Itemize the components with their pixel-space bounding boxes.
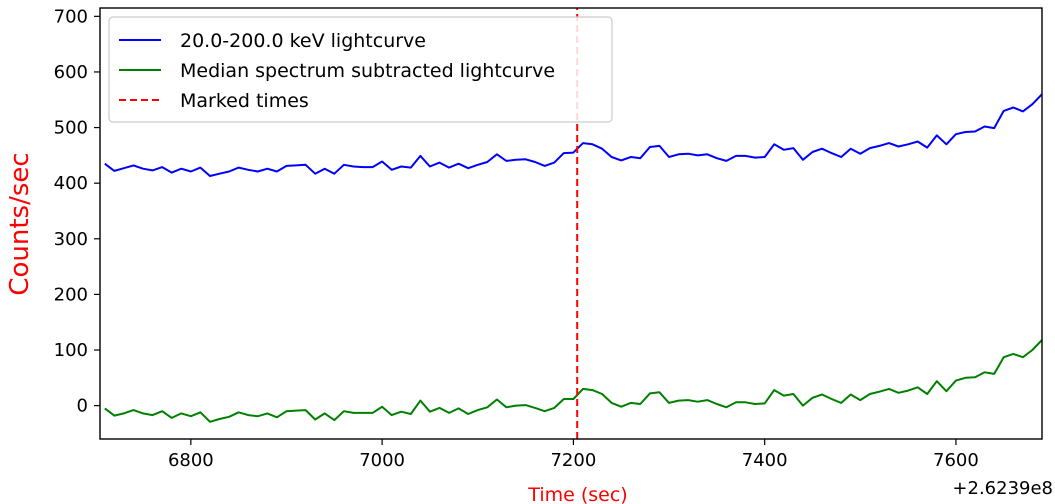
y-tick-label: 0 [77,396,88,417]
legend-box [108,16,613,123]
y-tick-label: 200 [54,284,88,305]
x-tick-label: 7000 [359,450,405,471]
axis-ticks: 6800 7000 7200 7400 7600 0 100 200 300 400 500 600 7… [54,6,979,471]
y-tick-label: 700 [54,6,88,27]
x-tick-label: 7600 [933,450,979,471]
x-axis-offset-label: +2.6239e8 [952,478,1053,499]
series-line-1 [104,93,1042,177]
y-tick-label: 100 [54,340,88,361]
y-tick-label: 600 [54,62,88,83]
y-tick-label: 400 [54,173,88,194]
plot-marks [104,8,1042,439]
x-axis-title: Time (sec) [527,484,627,504]
plot-frame [99,7,1043,440]
x-tick-label: 7400 [742,450,788,471]
y-tick-label: 300 [54,229,88,250]
series-line-2 [104,339,1042,423]
legend: 20.0-200.0 keV lightcurve Median spectrum… [108,16,613,123]
x-tick-label: 7200 [550,450,596,471]
legend-label-3: Marked times [180,90,309,112]
y-axis-title: Counts/sec [5,152,35,295]
legend-label-2: Median spectrum subtracted lightcurve [180,60,555,82]
x-tick-label: 6800 [168,450,214,471]
legend-label-1: 20.0-200.0 keV lightcurve [180,30,426,52]
y-tick-label: 500 [54,118,88,139]
